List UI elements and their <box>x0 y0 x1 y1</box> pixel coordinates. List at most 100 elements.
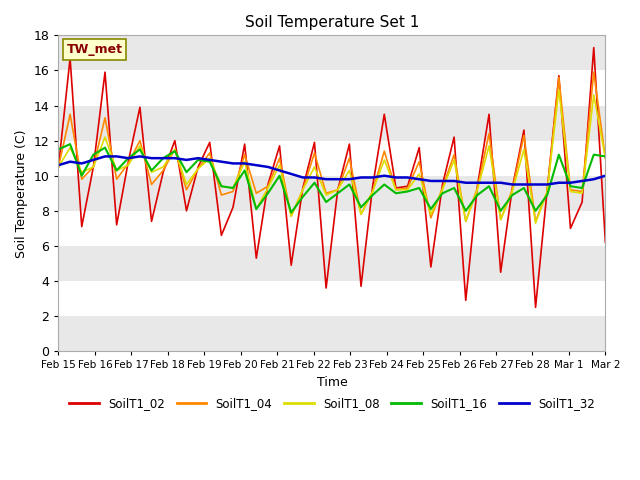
SoilT1_32 <box>218 159 225 165</box>
SoilT1_02 <box>67 55 74 61</box>
SoilT1_32 <box>323 176 330 182</box>
SoilT1_32 <box>78 160 86 166</box>
SoilT1_02 <box>252 255 260 261</box>
SoilT1_16 <box>369 192 376 198</box>
Y-axis label: Soil Temperature (C): Soil Temperature (C) <box>15 129 28 257</box>
SoilT1_04 <box>543 189 551 194</box>
SoilT1_08 <box>602 156 609 161</box>
SoilT1_08 <box>590 92 598 98</box>
SoilT1_02 <box>101 69 109 75</box>
X-axis label: Time: Time <box>317 376 348 389</box>
Bar <box>58 141 605 176</box>
SoilT1_08 <box>78 169 86 175</box>
SoilT1_16 <box>264 191 272 196</box>
SoilT1_32 <box>579 178 586 184</box>
SoilT1_04 <box>369 189 376 194</box>
SoilT1_02 <box>566 226 574 231</box>
SoilT1_16 <box>427 206 435 212</box>
SoilT1_32 <box>182 157 190 163</box>
SoilT1_02 <box>508 185 516 191</box>
SoilT1_02 <box>113 222 120 228</box>
SoilT1_08 <box>54 164 62 170</box>
SoilT1_16 <box>67 141 74 147</box>
SoilT1_08 <box>497 216 504 222</box>
SoilT1_32 <box>357 175 365 180</box>
SoilT1_02 <box>323 285 330 291</box>
SoilT1_02 <box>602 240 609 245</box>
SoilT1_08 <box>229 185 237 191</box>
SoilT1_04 <box>229 189 237 194</box>
SoilT1_08 <box>485 143 493 149</box>
SoilT1_16 <box>78 173 86 179</box>
SoilT1_02 <box>497 269 504 275</box>
SoilT1_04 <box>113 176 120 182</box>
SoilT1_32 <box>438 178 446 184</box>
SoilT1_02 <box>229 204 237 210</box>
SoilT1_32 <box>264 164 272 170</box>
SoilT1_04 <box>148 181 156 187</box>
SoilT1_02 <box>555 73 563 79</box>
SoilT1_16 <box>462 208 470 214</box>
SoilT1_04 <box>252 191 260 196</box>
SoilT1_08 <box>451 157 458 163</box>
SoilT1_04 <box>474 185 481 191</box>
SoilT1_32 <box>485 180 493 186</box>
SoilT1_32 <box>508 181 516 187</box>
SoilT1_02 <box>310 140 318 145</box>
SoilT1_04 <box>555 74 563 80</box>
SoilT1_02 <box>380 111 388 117</box>
SoilT1_02 <box>54 164 62 170</box>
SoilT1_32 <box>392 175 400 180</box>
SoilT1_04 <box>532 218 540 224</box>
SoilT1_08 <box>310 164 318 170</box>
SoilT1_04 <box>67 111 74 117</box>
SoilT1_16 <box>171 148 179 154</box>
SoilT1_02 <box>148 218 156 224</box>
SoilT1_16 <box>508 192 516 198</box>
SoilT1_02 <box>485 111 493 117</box>
SoilT1_08 <box>508 189 516 194</box>
SoilT1_04 <box>579 189 586 194</box>
SoilT1_04 <box>171 146 179 152</box>
SoilT1_02 <box>579 199 586 205</box>
SoilT1_08 <box>543 189 551 194</box>
SoilT1_04 <box>334 187 342 192</box>
SoilT1_32 <box>299 175 307 180</box>
SoilT1_04 <box>323 191 330 196</box>
SoilT1_16 <box>357 204 365 210</box>
SoilT1_04 <box>310 150 318 156</box>
SoilT1_32 <box>101 154 109 159</box>
SoilT1_08 <box>264 185 272 191</box>
Bar <box>58 211 605 246</box>
SoilT1_16 <box>438 191 446 196</box>
SoilT1_16 <box>159 156 167 161</box>
SoilT1_02 <box>451 134 458 140</box>
SoilT1_04 <box>218 192 225 198</box>
Line: SoilT1_02: SoilT1_02 <box>58 48 605 307</box>
SoilT1_16 <box>566 183 574 189</box>
SoilT1_32 <box>380 173 388 179</box>
SoilT1_02 <box>357 283 365 289</box>
SoilT1_02 <box>206 140 214 145</box>
SoilT1_32 <box>427 178 435 184</box>
SoilT1_32 <box>206 157 214 163</box>
SoilT1_08 <box>323 192 330 198</box>
Bar <box>58 106 605 141</box>
SoilT1_08 <box>427 211 435 217</box>
SoilT1_08 <box>90 164 97 170</box>
SoilT1_16 <box>287 210 295 216</box>
SoilT1_04 <box>241 152 248 157</box>
SoilT1_08 <box>252 206 260 212</box>
SoilT1_02 <box>520 127 528 133</box>
SoilT1_02 <box>195 164 202 170</box>
Line: SoilT1_04: SoilT1_04 <box>58 72 605 221</box>
Bar <box>58 176 605 211</box>
SoilT1_32 <box>590 176 598 182</box>
SoilT1_02 <box>264 181 272 187</box>
SoilT1_04 <box>54 164 62 170</box>
SoilT1_08 <box>195 166 202 171</box>
SoilT1_32 <box>334 176 342 182</box>
SoilT1_08 <box>357 211 365 217</box>
SoilT1_04 <box>90 164 97 170</box>
SoilT1_04 <box>415 159 423 165</box>
